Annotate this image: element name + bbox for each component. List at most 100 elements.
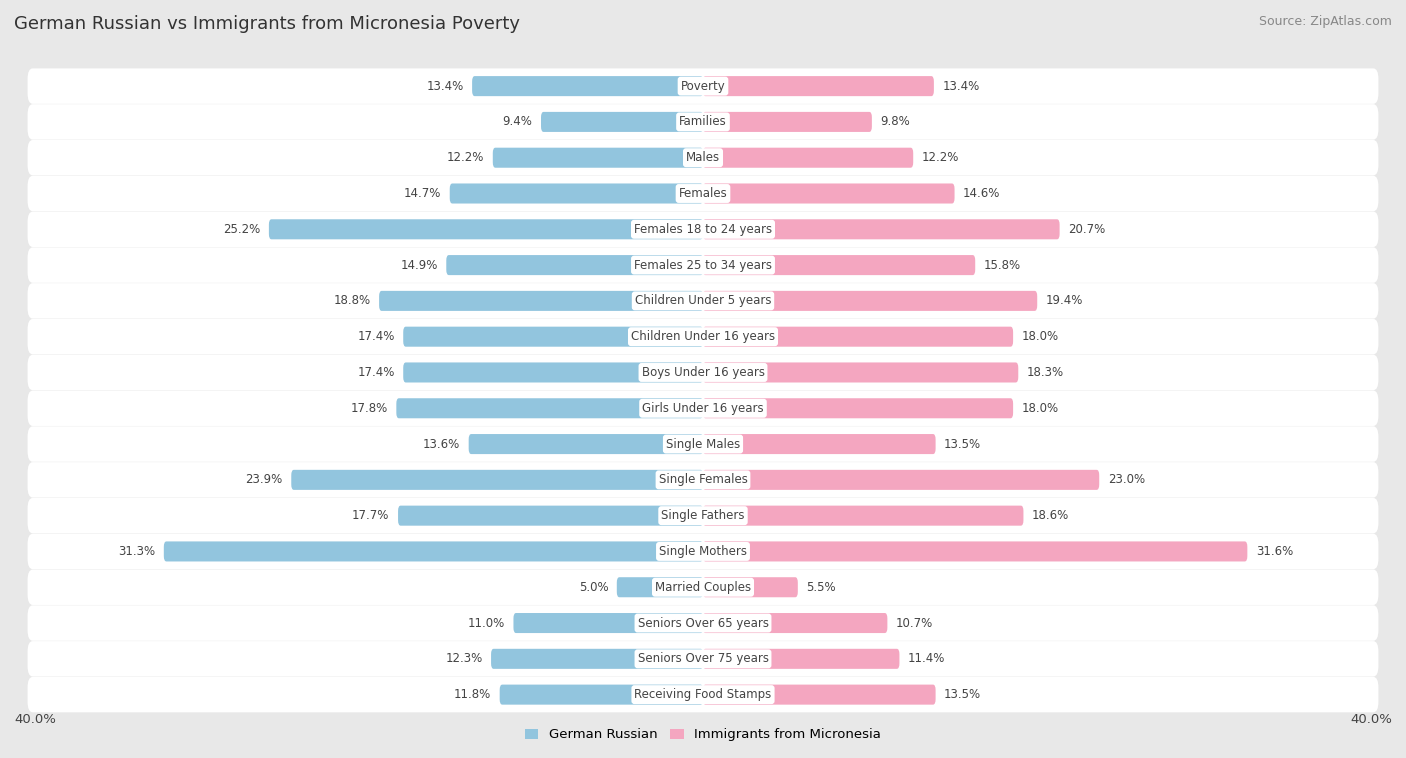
FancyBboxPatch shape	[492, 148, 703, 168]
FancyBboxPatch shape	[28, 426, 1378, 462]
FancyBboxPatch shape	[703, 255, 976, 275]
Text: 14.7%: 14.7%	[404, 187, 441, 200]
Text: Source: ZipAtlas.com: Source: ZipAtlas.com	[1258, 15, 1392, 28]
FancyBboxPatch shape	[380, 291, 703, 311]
FancyBboxPatch shape	[703, 541, 1247, 562]
FancyBboxPatch shape	[513, 613, 703, 633]
Text: 17.4%: 17.4%	[357, 366, 395, 379]
FancyBboxPatch shape	[28, 641, 1378, 677]
Text: Single Females: Single Females	[658, 473, 748, 487]
FancyBboxPatch shape	[703, 76, 934, 96]
Text: 13.4%: 13.4%	[426, 80, 464, 92]
Text: 18.3%: 18.3%	[1026, 366, 1064, 379]
FancyBboxPatch shape	[617, 578, 703, 597]
Text: 18.6%: 18.6%	[1032, 509, 1069, 522]
FancyBboxPatch shape	[703, 362, 1018, 383]
Text: Females 25 to 34 years: Females 25 to 34 years	[634, 258, 772, 271]
Text: 19.4%: 19.4%	[1046, 294, 1083, 308]
Text: 13.5%: 13.5%	[945, 688, 981, 701]
Text: Families: Families	[679, 115, 727, 128]
Text: 15.8%: 15.8%	[984, 258, 1021, 271]
Text: 12.2%: 12.2%	[922, 151, 959, 164]
Text: Single Males: Single Males	[666, 437, 740, 450]
FancyBboxPatch shape	[28, 569, 1378, 605]
Text: 9.4%: 9.4%	[502, 115, 533, 128]
Text: 14.9%: 14.9%	[401, 258, 437, 271]
Text: 23.9%: 23.9%	[246, 473, 283, 487]
FancyBboxPatch shape	[703, 148, 914, 168]
FancyBboxPatch shape	[396, 398, 703, 418]
Text: 5.5%: 5.5%	[807, 581, 837, 594]
FancyBboxPatch shape	[28, 68, 1378, 104]
Text: 18.8%: 18.8%	[333, 294, 371, 308]
FancyBboxPatch shape	[450, 183, 703, 204]
Text: 18.0%: 18.0%	[1022, 330, 1059, 343]
Text: Females: Females	[679, 187, 727, 200]
Text: Seniors Over 65 years: Seniors Over 65 years	[637, 616, 769, 630]
Text: 13.4%: 13.4%	[942, 80, 980, 92]
FancyBboxPatch shape	[703, 112, 872, 132]
FancyBboxPatch shape	[28, 606, 1378, 641]
Text: 11.0%: 11.0%	[468, 616, 505, 630]
FancyBboxPatch shape	[28, 677, 1378, 713]
Text: 5.0%: 5.0%	[579, 581, 609, 594]
FancyBboxPatch shape	[404, 327, 703, 346]
FancyBboxPatch shape	[703, 398, 1014, 418]
Text: 11.8%: 11.8%	[454, 688, 491, 701]
Text: Seniors Over 75 years: Seniors Over 75 years	[637, 653, 769, 666]
FancyBboxPatch shape	[28, 462, 1378, 497]
Text: 11.4%: 11.4%	[908, 653, 945, 666]
Text: 10.7%: 10.7%	[896, 616, 934, 630]
FancyBboxPatch shape	[165, 541, 703, 562]
FancyBboxPatch shape	[28, 247, 1378, 283]
Text: 23.0%: 23.0%	[1108, 473, 1144, 487]
FancyBboxPatch shape	[491, 649, 703, 669]
FancyBboxPatch shape	[472, 76, 703, 96]
FancyBboxPatch shape	[703, 684, 935, 705]
Text: 13.5%: 13.5%	[945, 437, 981, 450]
FancyBboxPatch shape	[703, 470, 1099, 490]
Text: Poverty: Poverty	[681, 80, 725, 92]
Text: Girls Under 16 years: Girls Under 16 years	[643, 402, 763, 415]
FancyBboxPatch shape	[703, 506, 1024, 526]
Text: 17.8%: 17.8%	[350, 402, 388, 415]
FancyBboxPatch shape	[703, 613, 887, 633]
Text: 20.7%: 20.7%	[1069, 223, 1105, 236]
FancyBboxPatch shape	[28, 104, 1378, 139]
FancyBboxPatch shape	[269, 219, 703, 240]
FancyBboxPatch shape	[703, 327, 1014, 346]
FancyBboxPatch shape	[499, 684, 703, 705]
FancyBboxPatch shape	[28, 211, 1378, 247]
FancyBboxPatch shape	[703, 434, 935, 454]
Text: 40.0%: 40.0%	[1350, 713, 1392, 725]
FancyBboxPatch shape	[28, 140, 1378, 175]
Legend: German Russian, Immigrants from Micronesia: German Russian, Immigrants from Micrones…	[524, 728, 882, 741]
Text: Married Couples: Married Couples	[655, 581, 751, 594]
FancyBboxPatch shape	[28, 355, 1378, 390]
Text: 14.6%: 14.6%	[963, 187, 1001, 200]
Text: Receiving Food Stamps: Receiving Food Stamps	[634, 688, 772, 701]
Text: Boys Under 16 years: Boys Under 16 years	[641, 366, 765, 379]
FancyBboxPatch shape	[404, 362, 703, 383]
FancyBboxPatch shape	[703, 649, 900, 669]
FancyBboxPatch shape	[541, 112, 703, 132]
FancyBboxPatch shape	[28, 319, 1378, 355]
FancyBboxPatch shape	[703, 219, 1060, 240]
FancyBboxPatch shape	[28, 283, 1378, 318]
FancyBboxPatch shape	[28, 176, 1378, 211]
FancyBboxPatch shape	[398, 506, 703, 526]
Text: 9.8%: 9.8%	[880, 115, 910, 128]
Text: Females 18 to 24 years: Females 18 to 24 years	[634, 223, 772, 236]
Text: 31.6%: 31.6%	[1256, 545, 1294, 558]
Text: Single Fathers: Single Fathers	[661, 509, 745, 522]
FancyBboxPatch shape	[291, 470, 703, 490]
Text: 17.7%: 17.7%	[352, 509, 389, 522]
Text: Children Under 16 years: Children Under 16 years	[631, 330, 775, 343]
Text: German Russian vs Immigrants from Micronesia Poverty: German Russian vs Immigrants from Micron…	[14, 15, 520, 33]
Text: 17.4%: 17.4%	[357, 330, 395, 343]
Text: 12.2%: 12.2%	[447, 151, 484, 164]
Text: 12.3%: 12.3%	[446, 653, 482, 666]
FancyBboxPatch shape	[703, 183, 955, 204]
FancyBboxPatch shape	[703, 291, 1038, 311]
Text: 18.0%: 18.0%	[1022, 402, 1059, 415]
